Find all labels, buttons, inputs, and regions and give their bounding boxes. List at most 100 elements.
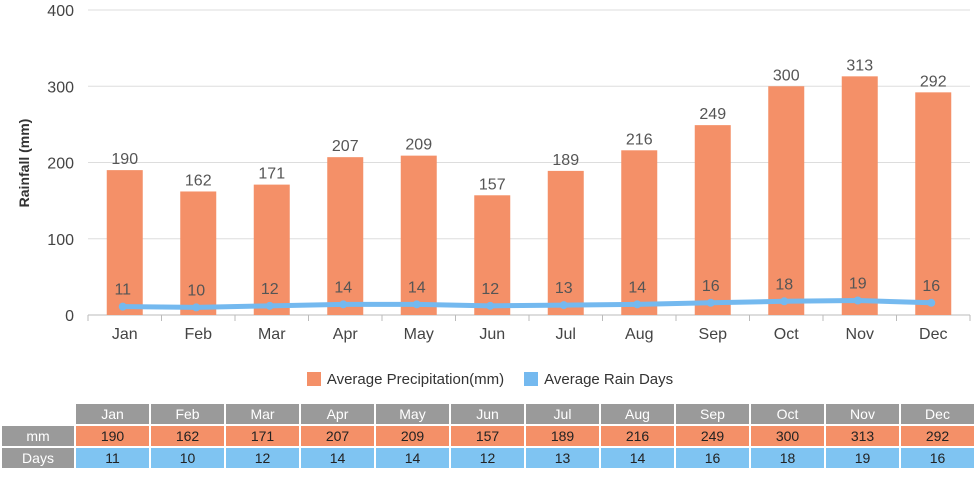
precip-cell: 300 [751,426,824,446]
rain-days-value-label: 12 [481,281,499,298]
rain-days-point [118,302,127,311]
rain-days-value-label: 14 [628,279,646,296]
days-cell: 11 [76,448,149,468]
rain-days-point [192,303,201,312]
precip-cell: 313 [826,426,899,446]
rain-days-value-label: 16 [702,278,720,295]
rain-days-point [853,296,862,305]
table-corner [2,404,74,424]
legend-item-rain-days[interactable]: Average Rain Days [524,371,673,388]
rain-days-point [265,301,274,310]
legend-label-precipitation: Average Precipitation(mm) [326,370,505,388]
bar-value-label: 207 [332,138,359,155]
bar-value-label: 300 [773,67,800,84]
precipitation-bar [106,170,143,315]
precipitation-swatch-icon [306,372,321,386]
y-tick-label: 400 [47,3,74,20]
rain-days-point [780,297,789,306]
bar-value-label: 209 [405,137,432,154]
precipitation-bar [915,92,952,315]
x-tick-label: Aug [625,326,653,343]
month-header: May [376,404,449,424]
days-cell: 18 [751,448,824,468]
grid-lines [87,9,971,321]
rain-days-value-label: 16 [922,278,940,295]
x-tick-label: Oct [774,326,799,343]
x-tick-label: Nov [846,326,874,343]
bar-value-label: 162 [185,172,212,189]
month-header: Apr [301,404,374,424]
precipitation-bar [474,195,511,315]
y-axis-label: Rainfall (mm) [16,119,32,208]
y-tick-label: 0 [65,308,74,325]
bar-value-label: 190 [111,151,138,168]
rainfall-data-table: Jan Feb Mar Apr May Jun Jul Aug Sep Oct … [0,402,976,470]
x-tick-label: Dec [919,326,947,343]
table-header-row: Jan Feb Mar Apr May Jun Jul Aug Sep Oct … [2,404,974,424]
x-tick-label: Apr [333,326,359,343]
y-axis-ticks: 0 100 200 300 400 [47,3,74,325]
precip-cell: 216 [601,426,674,446]
precipitation-bar [841,76,878,316]
precipitation-bar [694,125,731,315]
precipitation-bar [547,170,584,315]
rain-days-swatch-icon [524,372,539,386]
month-header: Sep [676,404,749,424]
rain-days-value-label: 10 [187,282,205,299]
precip-cell: 249 [676,426,749,446]
days-cell: 16 [676,448,749,468]
precip-cell: 162 [151,426,224,446]
precip-cell: 209 [376,426,449,446]
chart-legend: Average Precipitation(mm) Average Rain D… [0,368,980,390]
month-header: Jul [526,404,599,424]
precip-cell: 190 [76,426,149,446]
rain-days-line: 11 10 12 14 14 12 13 14 16 18 19 16 [114,276,940,312]
rain-days-point [633,300,642,309]
y-tick-label: 200 [47,156,74,173]
month-header: Mar [226,404,299,424]
x-tick-label: Jan [112,326,138,343]
row-header-days: Days [2,448,74,468]
month-header: Nov [826,404,899,424]
rain-days-point [559,301,568,310]
precip-cell: 189 [526,426,599,446]
bar-value-label: 292 [920,73,947,90]
precip-cell: 292 [901,426,974,446]
precip-cell: 157 [451,426,524,446]
rain-days-value-label: 19 [849,276,867,293]
bar-value-label: 189 [552,152,579,169]
month-header: Dec [901,404,974,424]
x-tick-label: Mar [258,326,286,343]
days-cell: 16 [901,448,974,468]
x-tick-label: Jul [556,326,576,343]
days-cell: 14 [301,448,374,468]
row-header-mm: mm [2,426,74,446]
precip-cell: 207 [301,426,374,446]
rain-days-value-label: 11 [114,282,131,299]
rainfall-chart: 0 100 200 300 400 Rainfall (mm) 190 162 171 207… [16,3,971,343]
rain-days-value-label: 18 [775,276,793,293]
y-tick-label: 100 [47,232,74,249]
precipitation-bar [621,150,658,315]
days-cell: 14 [376,448,449,468]
bar-value-label: 157 [479,176,506,193]
bar-value-label: 249 [699,106,726,123]
days-cell: 12 [451,448,524,468]
rain-days-point [412,300,421,309]
bar-value-label: 313 [846,57,873,74]
legend-item-precipitation[interactable]: Average Precipitation(mm) [306,370,505,388]
days-cell: 19 [826,448,899,468]
bar-value-label: 216 [626,131,653,148]
days-cell: 10 [151,448,224,468]
month-header: Feb [151,404,224,424]
y-tick-label: 300 [47,79,74,96]
rain-days-point [339,300,348,309]
precipitation-bars: 190 162 171 207 209 157 189 216 249 300 313 292 [106,57,952,316]
rain-days-point [927,298,936,307]
days-cell: 14 [601,448,674,468]
precip-cell: 171 [226,426,299,446]
rain-days-value-label: 13 [555,280,573,297]
month-header: Aug [601,404,674,424]
precipitation-bar [400,155,437,315]
bar-value-label: 171 [258,166,285,183]
